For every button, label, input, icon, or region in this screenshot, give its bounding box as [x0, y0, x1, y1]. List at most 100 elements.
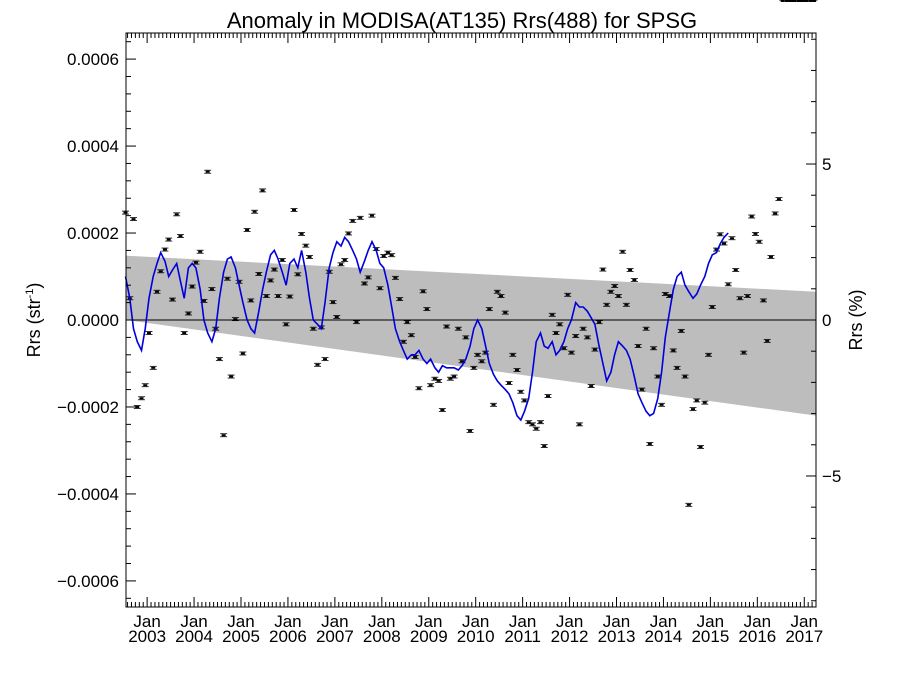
point-marker — [295, 273, 300, 276]
x-tick-month-label: Jan — [791, 612, 818, 631]
point-marker — [338, 263, 343, 266]
point-marker — [225, 277, 230, 280]
point-marker — [491, 403, 496, 406]
point-marker — [671, 349, 676, 352]
data-point — [513, 368, 521, 372]
x-tick-month-label: Jan — [321, 612, 348, 631]
point-marker — [534, 427, 539, 430]
data-point — [376, 286, 384, 291]
data-point — [145, 331, 153, 335]
point-marker — [463, 336, 468, 339]
data-point — [528, 422, 536, 427]
data-point — [466, 428, 474, 433]
data-point — [599, 267, 607, 272]
data-point — [556, 322, 564, 327]
point-marker — [651, 347, 656, 350]
point-marker — [272, 268, 277, 271]
data-point — [505, 381, 513, 385]
point-marker — [647, 442, 652, 445]
point-marker — [585, 336, 590, 339]
point-marker — [193, 261, 198, 264]
point-marker — [608, 290, 613, 293]
data-point — [802, 0, 810, 2]
point-marker — [366, 276, 371, 279]
point-marker — [245, 228, 250, 231]
point-marker — [581, 327, 586, 330]
point-marker — [604, 303, 609, 306]
data-point — [407, 333, 415, 338]
point-marker — [452, 375, 457, 378]
point-marker — [323, 358, 328, 361]
point-marker — [765, 339, 770, 342]
point-marker — [217, 358, 222, 361]
data-point — [603, 302, 611, 307]
x-tick-month-label: Jan — [462, 612, 489, 631]
data-point — [517, 389, 525, 394]
x-tick-year-label: 2009 — [410, 627, 448, 646]
point-marker — [804, 0, 809, 2]
data-point — [701, 400, 709, 405]
point-marker — [659, 403, 664, 406]
data-point — [337, 262, 345, 267]
point-marker — [198, 250, 203, 253]
point-marker — [409, 334, 414, 337]
data-point — [470, 365, 478, 370]
point-marker — [792, 0, 797, 2]
data-point — [591, 347, 599, 352]
data-point — [259, 188, 267, 193]
data-point — [168, 297, 176, 302]
y-axis-label: Rrs (str-1) — [24, 283, 44, 358]
point-marker — [663, 292, 668, 295]
data-point — [149, 365, 157, 370]
data-point — [748, 214, 756, 219]
data-point — [403, 320, 411, 325]
point-marker — [753, 232, 758, 235]
data-point — [630, 278, 638, 282]
point-marker — [131, 218, 136, 221]
x-tick-month-label: Jan — [650, 612, 677, 631]
data-point — [255, 272, 263, 276]
data-point — [180, 331, 188, 335]
data-point — [360, 281, 368, 286]
x-tick-month-label: Jan — [509, 612, 536, 631]
point-marker — [456, 327, 461, 330]
data-point — [368, 213, 376, 218]
data-point — [536, 420, 544, 425]
point-marker — [683, 375, 688, 378]
y-tick-label: 0.0002 — [67, 224, 119, 243]
x-tick-month-label: Jan — [603, 612, 630, 631]
data-point — [595, 320, 603, 325]
point-marker — [745, 295, 750, 298]
data-point — [282, 322, 290, 327]
y-tick-label: −0.0002 — [57, 398, 119, 417]
point-marker — [166, 238, 171, 241]
data-point — [247, 298, 255, 303]
data-point — [724, 282, 732, 287]
chart-title: Anomaly in MODISA(AT135) Rrs(488) for SP… — [227, 8, 697, 33]
data-point — [341, 258, 349, 262]
point-marker — [800, 0, 805, 2]
point-marker — [530, 423, 535, 426]
point-marker — [538, 421, 543, 424]
y2-tick-label: 5 — [822, 155, 831, 174]
data-point — [677, 328, 685, 333]
point-marker — [248, 299, 253, 302]
data-point — [681, 374, 689, 379]
point-marker — [757, 240, 762, 243]
data-point — [572, 334, 580, 338]
x-tick-year-label: 2015 — [691, 627, 729, 646]
point-marker — [280, 258, 285, 261]
data-point — [783, 0, 791, 2]
point-marker — [773, 212, 778, 215]
point-marker — [515, 369, 519, 372]
point-marker — [229, 375, 234, 378]
point-marker — [428, 384, 433, 387]
point-marker — [706, 353, 711, 356]
point-marker — [209, 288, 214, 291]
data-point — [243, 228, 251, 232]
point-marker — [483, 351, 488, 354]
data-point — [650, 346, 658, 351]
data-point — [775, 197, 783, 202]
point-marker — [135, 405, 140, 408]
data-point — [423, 307, 431, 312]
